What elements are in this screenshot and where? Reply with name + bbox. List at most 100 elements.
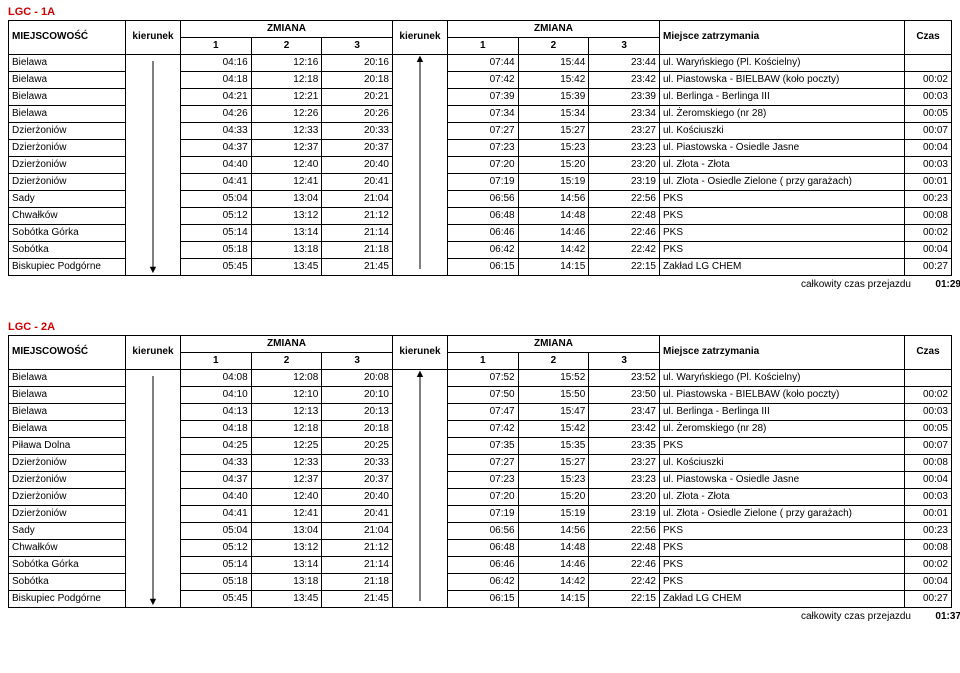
cell-miejscowosc: Dzierżoniów — [9, 123, 126, 140]
cell-time: 20:21 — [322, 89, 393, 106]
cell-time: 07:23 — [447, 140, 518, 157]
cell-time: 12:16 — [251, 55, 322, 72]
cell-time: 15:42 — [518, 72, 589, 89]
cell-time: 04:41 — [181, 174, 252, 191]
cell-time: 13:14 — [251, 225, 322, 242]
cell-time: 20:13 — [322, 404, 393, 421]
cell-time: 21:04 — [322, 191, 393, 208]
cell-time: 22:46 — [589, 557, 660, 574]
cell-time: 12:18 — [251, 72, 322, 89]
cell-czas: 00:02 — [905, 387, 952, 404]
col-zmiana-left: ZMIANA — [181, 336, 393, 353]
cell-time: 23:27 — [589, 123, 660, 140]
cell-time: 04:37 — [181, 472, 252, 489]
cell-stop: ul. Kościuszki — [660, 123, 905, 140]
cell-czas: 00:02 — [905, 72, 952, 89]
col-kierunek-right: kierunek — [392, 336, 447, 370]
cell-time: 13:12 — [251, 540, 322, 557]
cell-time: 23:39 — [589, 89, 660, 106]
cell-czas — [905, 55, 952, 72]
col-czas: Czas — [905, 336, 952, 370]
cell-time: 20:18 — [322, 72, 393, 89]
cell-time: 12:41 — [251, 506, 322, 523]
cell-time: 12:37 — [251, 472, 322, 489]
cell-miejscowosc: Sobótka Górka — [9, 225, 126, 242]
cell-time: 05:04 — [181, 523, 252, 540]
cell-time: 22:15 — [589, 259, 660, 276]
cell-time: 12:40 — [251, 489, 322, 506]
cell-time: 23:50 — [589, 387, 660, 404]
col-shift-2r: 2 — [518, 353, 589, 370]
cell-time: 13:18 — [251, 242, 322, 259]
cell-stop: ul. Berlinga - Berlinga III — [660, 404, 905, 421]
cell-czas: 00:04 — [905, 574, 952, 591]
cell-time: 04:18 — [181, 72, 252, 89]
cell-time: 07:42 — [447, 421, 518, 438]
cell-czas: 00:05 — [905, 106, 952, 123]
cell-time: 04:26 — [181, 106, 252, 123]
cell-time: 07:20 — [447, 157, 518, 174]
arrow-down-icon: ▼ — [148, 597, 159, 608]
cell-time: 23:19 — [589, 506, 660, 523]
cell-stop: PKS — [660, 208, 905, 225]
direction-up: ▲ — [392, 370, 447, 608]
cell-time: 07:34 — [447, 106, 518, 123]
cell-time: 20:33 — [322, 455, 393, 472]
cell-time: 12:13 — [251, 404, 322, 421]
cell-stop: ul. Kościuszki — [660, 455, 905, 472]
cell-time: 15:23 — [518, 472, 589, 489]
cell-time: 15:34 — [518, 106, 589, 123]
col-shift-2l: 2 — [251, 353, 322, 370]
cell-time: 21:14 — [322, 225, 393, 242]
cell-time: 04:37 — [181, 140, 252, 157]
cell-stop: PKS — [660, 225, 905, 242]
col-czas: Czas — [905, 21, 952, 55]
cell-miejscowosc: Dzierżoniów — [9, 489, 126, 506]
cell-miejscowosc: Bielawa — [9, 387, 126, 404]
cell-time: 12:18 — [251, 421, 322, 438]
cell-stop: ul. Żeromskiego (nr 28) — [660, 421, 905, 438]
cell-time: 21:12 — [322, 208, 393, 225]
cell-time: 12:21 — [251, 89, 322, 106]
cell-miejscowosc: Biskupiec Podgórne — [9, 591, 126, 608]
cell-time: 23:42 — [589, 72, 660, 89]
cell-time: 04:16 — [181, 55, 252, 72]
cell-time: 07:19 — [447, 174, 518, 191]
cell-time: 07:42 — [447, 72, 518, 89]
table-row: Bielawa▼04:1612:1620:16▲07:4415:4423:44u… — [9, 55, 952, 72]
cell-time: 20:33 — [322, 123, 393, 140]
cell-time: 07:19 — [447, 506, 518, 523]
cell-time: 13:45 — [251, 259, 322, 276]
cell-time: 15:44 — [518, 55, 589, 72]
cell-time: 04:33 — [181, 455, 252, 472]
footer-time: 01:37 — [914, 608, 960, 625]
cell-czas: 00:08 — [905, 208, 952, 225]
cell-time: 07:50 — [447, 387, 518, 404]
cell-miejscowosc: Sobótka Górka — [9, 557, 126, 574]
cell-stop: PKS — [660, 438, 905, 455]
cell-time: 14:15 — [518, 591, 589, 608]
col-zmiana-right: ZMIANA — [447, 21, 659, 38]
cell-time: 07:27 — [447, 123, 518, 140]
cell-czas: 00:02 — [905, 557, 952, 574]
cell-czas: 00:23 — [905, 191, 952, 208]
col-stop: Miejsce zatrzymania — [660, 21, 905, 55]
cell-time: 04:33 — [181, 123, 252, 140]
cell-time: 04:08 — [181, 370, 252, 387]
cell-time: 23:42 — [589, 421, 660, 438]
cell-stop: PKS — [660, 242, 905, 259]
cell-time: 07:52 — [447, 370, 518, 387]
cell-time: 15:50 — [518, 387, 589, 404]
cell-time: 15:27 — [518, 455, 589, 472]
cell-time: 06:46 — [447, 557, 518, 574]
timetable: MIEJSCOWOŚĆkierunekZMIANAkierunekZMIANAM… — [8, 20, 952, 276]
cell-stop: ul. Złota - Osiedle Zielone ( przy garaż… — [660, 506, 905, 523]
arrow-down-icon: ▼ — [148, 265, 159, 276]
cell-czas: 00:03 — [905, 89, 952, 106]
cell-time: 07:23 — [447, 472, 518, 489]
col-shift-2r: 2 — [518, 38, 589, 55]
cell-stop: ul. Złota - Złota — [660, 157, 905, 174]
cell-time: 05:18 — [181, 242, 252, 259]
direction-down: ▼ — [126, 55, 181, 276]
cell-time: 06:56 — [447, 523, 518, 540]
